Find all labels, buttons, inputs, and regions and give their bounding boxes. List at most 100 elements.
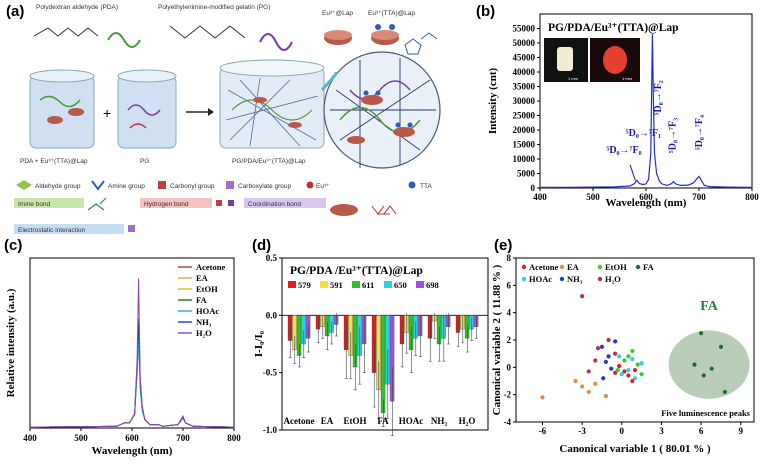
panel-a-label: (a) [6,3,24,20]
scatter-point [593,381,598,386]
legend-swatch [416,281,424,288]
panel-d-label: (d) [252,237,271,254]
beaker-label-gel: PG/PDA/Eu³⁺(TTA)@Lap [232,158,306,165]
y-tick-label: 10000 [513,154,536,164]
scatter-point [580,384,585,389]
legend-label: H₂O [196,328,212,338]
scatter-point [586,389,591,395]
y-tick-label: -0.5 [263,368,278,378]
svg-text:Electrostatic interaction: Electrostatic interaction [18,227,86,234]
scatter-point [606,354,611,359]
scatter-point [603,359,609,364]
eu-ion-icon [306,181,314,189]
electrostatic-legend: Electrostatic interaction [14,224,135,234]
scatter-point [626,354,631,359]
legend-swatch [597,264,603,270]
x-tick-label: 9 [739,426,744,436]
series-line [29,278,235,428]
annotation-arrow [629,164,636,181]
series-line [29,334,235,428]
x-tick-label: 800 [745,192,759,202]
legend-label: 650 [394,280,407,290]
y-tick-label: 55000 [513,24,536,34]
pg-chain-icon [169,25,246,39]
chart-title: PG/PDA /Eu³⁺(TTA)@Lap [290,265,423,277]
scatter-point [626,373,631,378]
scatter-point [540,395,545,400]
eu-legend: Eu³⁺ [306,181,330,190]
scatter-point [709,366,714,371]
legend-label: EA [567,262,580,272]
panel-c: (c) 400 500 600 700 800 Wavelength (nm) Relati… [4,237,241,457]
zoom-network-circle [323,51,441,169]
y-tick-label: 5000 [517,169,536,179]
x-tick-label: 6 [699,426,704,436]
legend-label: 698 [426,280,439,290]
y-tick-label: 45000 [513,53,536,63]
legend-label: EtOH [605,262,627,272]
x-axis-title: Wavelength (nm) [92,445,173,457]
svg-text:Aldehyde group: Aldehyde group [35,183,81,190]
series-line [29,325,235,428]
scatter-point [692,362,697,367]
scatter-point [601,376,606,381]
plus-sign: + [103,105,111,121]
scatter-point [630,348,635,354]
y-tick-label: 0.0 [266,310,278,320]
y-tick-label: 50000 [513,38,536,48]
pda-strand-icon [107,32,141,48]
pda-chain-icon [33,27,99,37]
inset-scale-label: 1 mm [622,76,633,81]
legend-swatch [288,281,296,288]
legend-label: Acetone [196,262,225,272]
y-tick-label: 2 [507,335,512,345]
y-tick-label: 15000 [513,140,536,150]
scatter-point [606,337,611,343]
inset-scale-label: 1 mm [568,76,579,81]
svg-text:Carbonyl group: Carbonyl group [170,183,215,190]
scatter-point [573,378,578,384]
x-tick-label: 700 [692,192,706,202]
scatter-point [630,378,635,384]
legend-label: NH₃ [196,317,212,327]
legend-label: HOAc [529,274,552,284]
carboxylate-legend: Carboxylate group [226,181,291,190]
x-tick-label: 0 [620,426,625,436]
panel-b: (b) PG/PDA/Eu³⁺(TTA)@Lap 1 mm 1 mm 400 500 60… [476,3,759,209]
scatter-point [722,389,728,395]
x-tick-label: 400 [533,192,547,202]
legend-label: Acetone [529,262,558,272]
amine-legend: Amine group [91,180,145,191]
scatter-point [613,339,618,344]
svg-text:Coordination bond: Coordination bond [248,201,302,208]
scatter-point [617,354,622,359]
y-tick-label: 0.5 [266,253,278,263]
scatter-point [639,361,644,366]
category-label: H₂O [459,416,476,426]
y-tick-label: 6 [507,280,512,290]
series-line [29,319,235,428]
chart-title: PG/PDA/Eu³⁺(TTA)@Lap [548,22,679,34]
y-tick-label: 35000 [513,82,536,92]
scatter-point [603,393,609,399]
category-label: HOAc [399,416,424,426]
transition-annotation: ⁵D₀→⁷F₂ [653,80,664,115]
svg-text:Hydrogen bond: Hydrogen bond [144,201,189,208]
transition-annotation: ⁵D₀→⁷F₁ [626,128,661,139]
scatter-point [630,357,635,362]
scatter-point [593,358,598,363]
bar [380,315,386,413]
carboxylate-icon [226,181,234,189]
y-tick-label: 30000 [513,96,536,106]
inset-sample-uv [603,46,627,74]
y-axis-title: Canonical variable 2 ( 11.88 % ) [491,264,503,415]
scatter-point [613,370,618,375]
footer-label: Five luminescence peaks [661,408,750,418]
y-axis-title: Intensity (cnt) [487,68,499,135]
transition-annotation: ⁵D₀→⁷F₄ [694,115,705,150]
scatter-point [632,367,638,373]
scatter-point [580,294,585,299]
y-tick-label: -2 [504,390,512,400]
legend-label: FA [643,262,655,272]
transition-annotation: ⁵D₀→⁷F₃ [668,118,679,153]
